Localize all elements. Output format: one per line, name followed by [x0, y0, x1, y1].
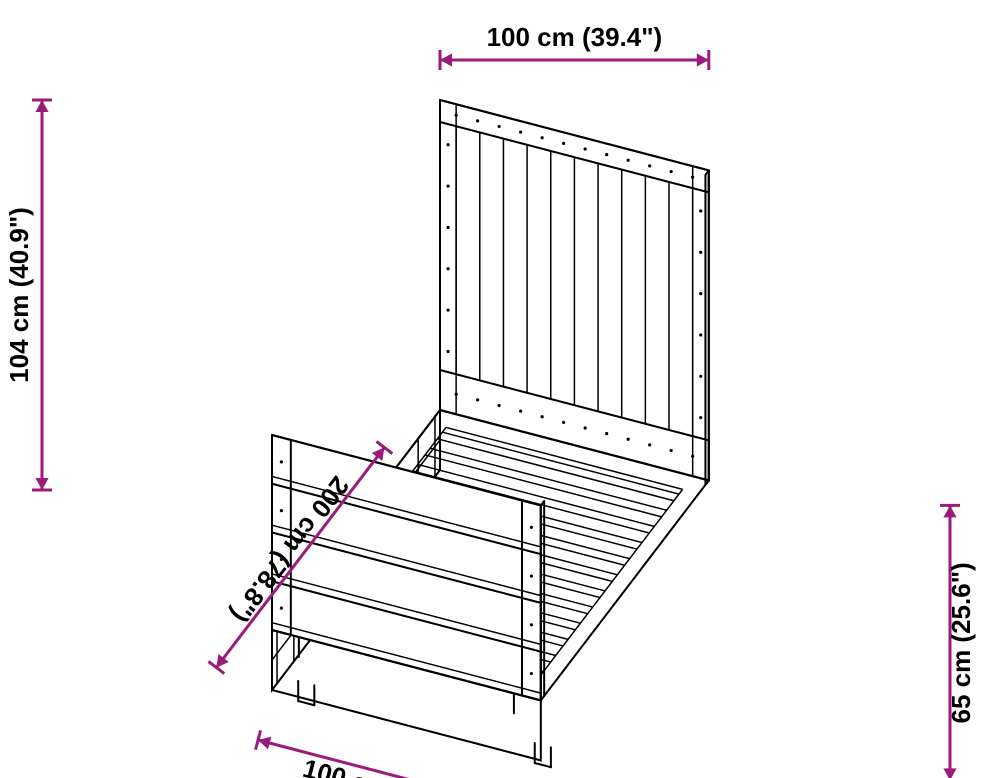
dim-left-height: 104 cm (40.9"): [4, 207, 34, 383]
dim-top-width: 100 cm (39.4"): [487, 22, 663, 52]
dim-right-height: 65 cm (25.6"): [946, 562, 976, 723]
